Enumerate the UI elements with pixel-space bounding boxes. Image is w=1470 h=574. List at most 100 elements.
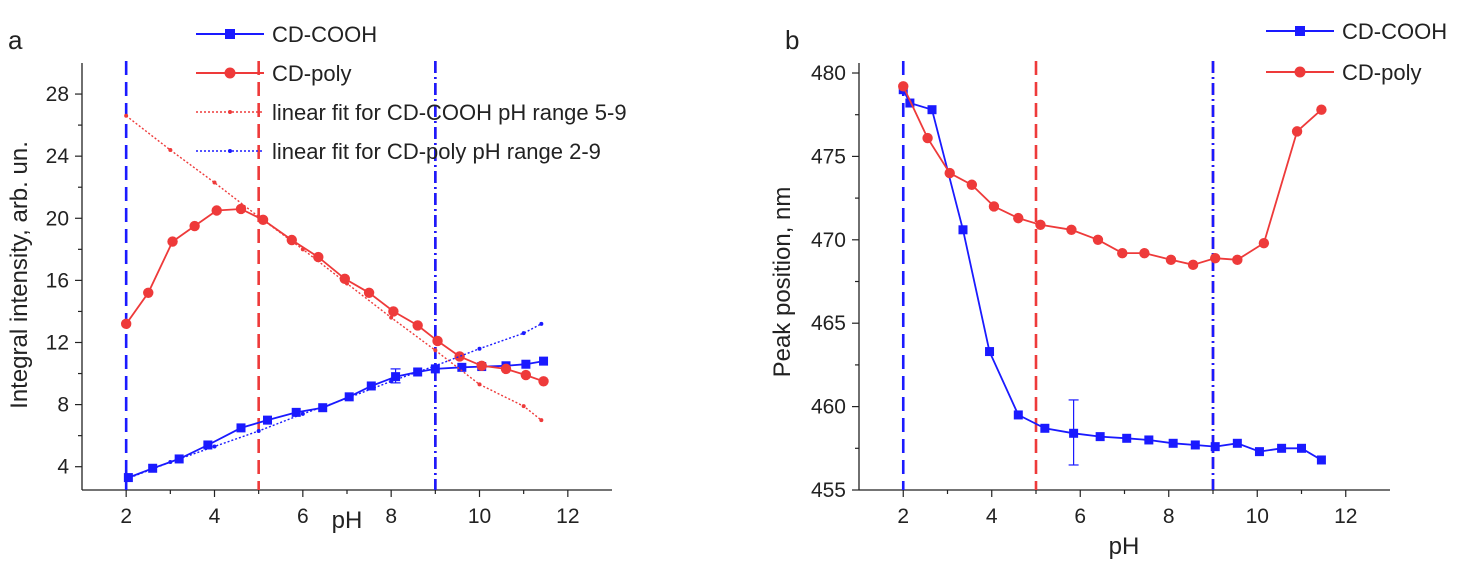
data-point	[123, 473, 133, 483]
data-point	[345, 281, 349, 286]
data-point	[1092, 234, 1104, 246]
legend-item: CD-poly	[1266, 60, 1421, 85]
data-point	[966, 179, 978, 190]
data-point	[433, 363, 438, 368]
data-point	[143, 287, 154, 299]
legend-item: CD-poly	[196, 61, 351, 86]
panel-a-reference-lines	[124, 61, 437, 490]
x-tick-label: 4	[986, 505, 998, 528]
y-tick-label: 12	[46, 331, 69, 354]
y-tick-label: 20	[46, 207, 69, 230]
data-point	[1291, 126, 1303, 137]
data-point	[898, 81, 909, 92]
data-point	[430, 364, 440, 374]
data-point	[1316, 455, 1326, 465]
data-point	[256, 428, 261, 433]
data-point	[1013, 212, 1024, 224]
data-point	[1165, 254, 1177, 266]
data-point	[263, 415, 272, 425]
data-point	[345, 396, 349, 401]
panel-b-label: b	[785, 25, 799, 55]
data-point	[167, 236, 178, 247]
data-point	[212, 180, 217, 185]
y-tick-label: 460	[811, 396, 846, 419]
data-point	[1013, 410, 1023, 420]
y-tick-label: 455	[811, 479, 846, 502]
legend-swatch-marker	[228, 149, 232, 153]
panel-a-series	[120, 113, 549, 483]
legend-swatch-marker	[224, 67, 236, 79]
data-point	[539, 356, 549, 366]
data-point	[1316, 104, 1327, 115]
data-point	[412, 320, 423, 331]
data-point	[922, 132, 933, 144]
data-point	[212, 444, 217, 449]
legend-item: CD-COOH	[1266, 19, 1447, 44]
data-point	[454, 351, 465, 362]
data-point	[318, 403, 328, 413]
x-tick-label: 2	[897, 505, 909, 528]
y-tick-label: 465	[811, 312, 846, 335]
data-point	[521, 404, 526, 409]
legend-swatch-marker	[1294, 66, 1306, 78]
data-point	[1277, 443, 1287, 453]
legend-label: CD-poly	[1342, 60, 1421, 85]
legend-label: linear fit for CD-poly pH range 2-9	[272, 139, 601, 164]
data-point	[300, 411, 305, 416]
x-tick-label: 12	[1334, 505, 1357, 528]
data-point	[1190, 440, 1200, 450]
data-point	[988, 201, 1000, 212]
panel-a-x-axis-title: pH	[332, 507, 363, 534]
data-point	[1168, 438, 1178, 448]
data-point	[366, 381, 376, 391]
x-tick-label: 6	[1074, 505, 1086, 528]
data-point	[189, 220, 200, 232]
data-point	[339, 273, 350, 285]
panel-a-legend: CD-COOH CD-poly linear fit for CD-COOH p…	[196, 22, 627, 164]
x-tick-label: 2	[120, 505, 132, 528]
y-tick-label: 8	[57, 394, 69, 417]
data-point	[388, 306, 399, 317]
legend-item: linear fit for CD-poly pH range 2-9	[196, 139, 601, 164]
data-point	[1144, 435, 1154, 445]
data-point	[477, 346, 482, 351]
data-point	[236, 423, 246, 433]
y-tick-label: 475	[811, 145, 846, 168]
legend-swatch-marker	[225, 29, 235, 39]
data-point	[927, 105, 937, 115]
series-line-linear-fit-for-cd-poly-ph-range-2-9	[125, 323, 542, 480]
data-point	[1035, 219, 1046, 230]
x-tick-label: 12	[556, 505, 579, 528]
data-point	[1040, 423, 1050, 433]
data-point	[286, 234, 297, 246]
data-point	[500, 363, 512, 375]
data-point	[521, 359, 531, 369]
data-point	[363, 287, 375, 299]
x-tick-label: 8	[1163, 505, 1175, 528]
y-tick-label: 28	[46, 83, 69, 106]
data-point	[1258, 237, 1270, 249]
data-point	[1187, 259, 1199, 271]
y-tick-label: 480	[811, 62, 846, 85]
data-point	[1210, 252, 1221, 264]
panel-b-x-axis-title: pH	[1109, 533, 1140, 560]
data-point	[1095, 432, 1105, 442]
data-point	[539, 418, 544, 423]
legend-label: CD-COOH	[1342, 19, 1447, 44]
data-point	[538, 376, 549, 387]
data-point	[521, 331, 526, 336]
panel-b-legend: CD-COOH CD-poly	[1266, 19, 1447, 85]
data-point	[985, 347, 995, 357]
legend-label: CD-poly	[272, 61, 351, 86]
data-point	[520, 369, 532, 381]
data-point	[1254, 447, 1264, 457]
panel-a-y-axis-title: Integral intensity, arb. un.	[6, 141, 33, 409]
panel-b-series	[898, 81, 1327, 466]
data-point	[413, 367, 423, 377]
panel-b-y-axis-title: Peak position, nm	[769, 187, 796, 378]
data-point	[291, 407, 301, 417]
panel-b-reference-lines	[901, 61, 1215, 490]
data-point	[1232, 438, 1242, 448]
legend-label: linear fit for CD-COOH pH range 5-9	[272, 100, 627, 125]
